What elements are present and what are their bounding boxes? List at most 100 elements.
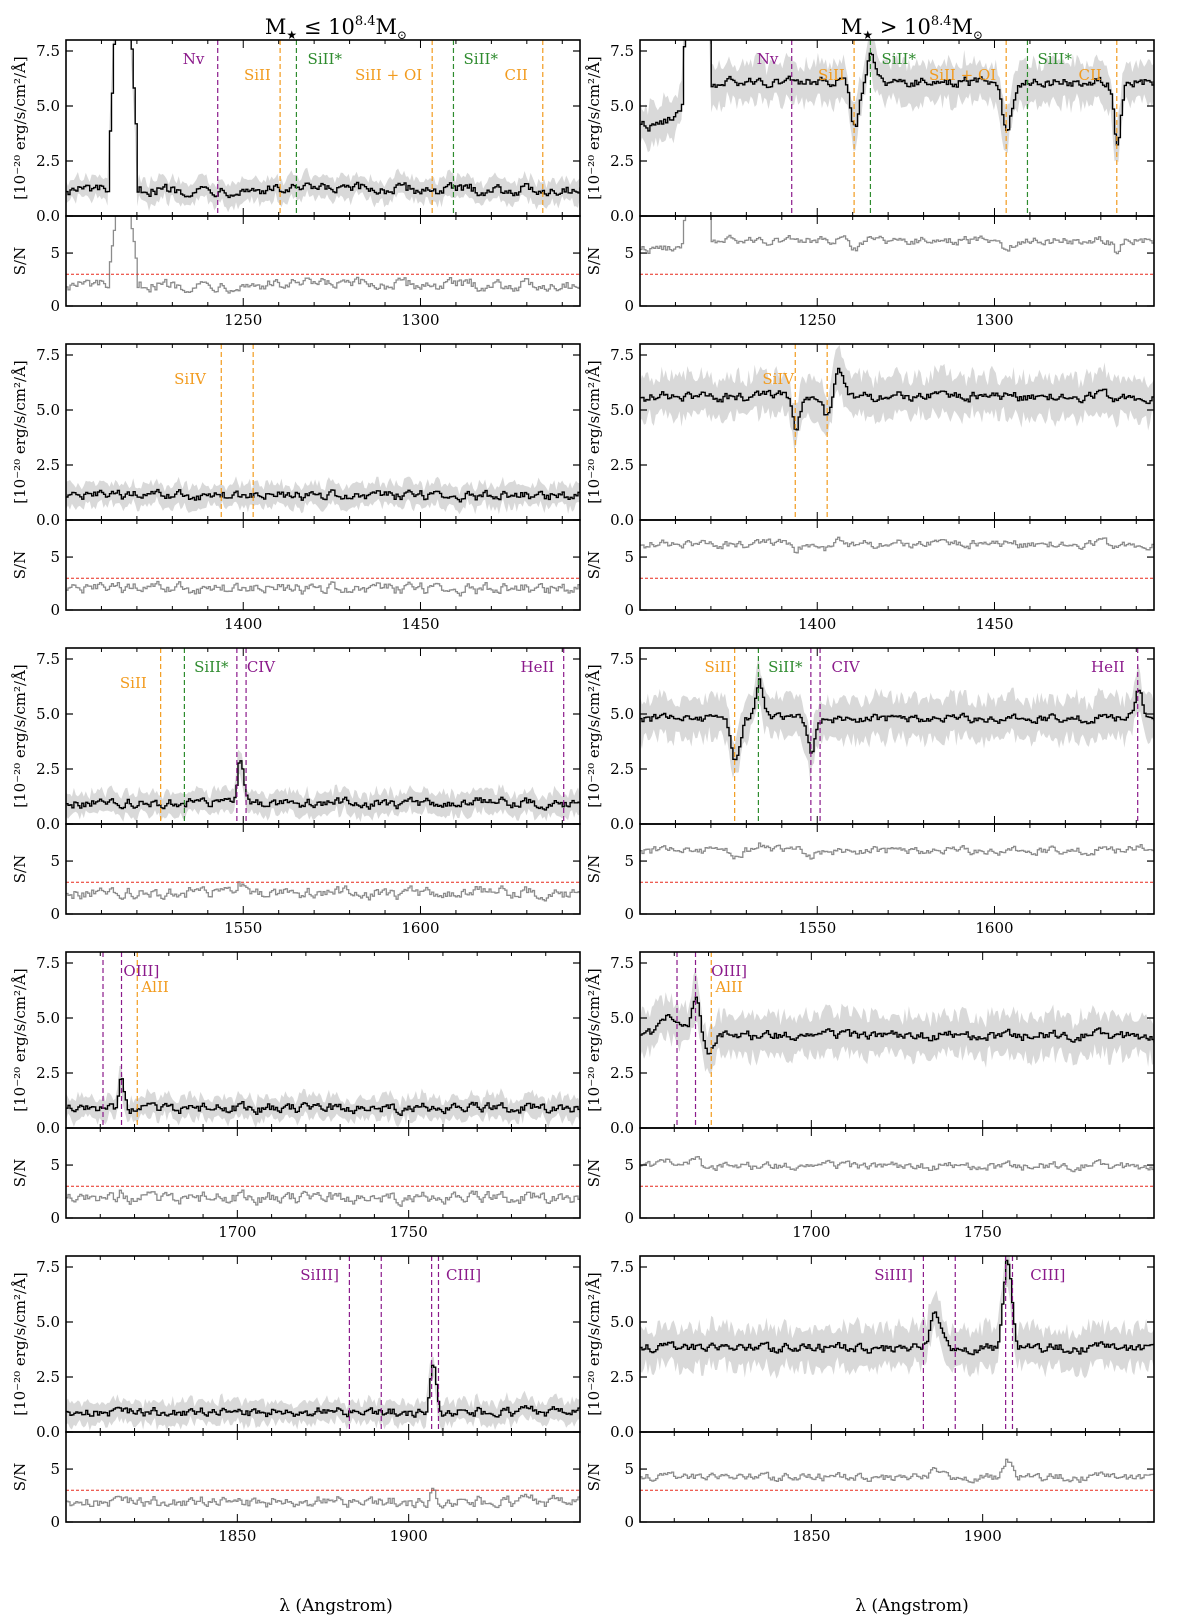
sn-ytick-label: 5 (624, 1156, 634, 1174)
flux-ytick-label: 0.0 (610, 207, 634, 225)
x-axis-label-left: λ (Angstrom) (279, 1596, 393, 1616)
sn-line (640, 842, 1154, 860)
spectral-line-label: AlII (714, 978, 743, 996)
flux-ytick-label: 5.0 (610, 1313, 634, 1331)
spectral-line-label: SiII (244, 66, 271, 84)
flux-ytick-label: 2.5 (610, 152, 634, 170)
flux-ytick-label: 2.5 (36, 1064, 60, 1082)
spectral-line-label: AlII (140, 978, 169, 996)
flux-error-band (640, 656, 1154, 780)
flux-ytick-label: 2.5 (610, 1368, 634, 1386)
x-tick-label: 1250 (224, 311, 262, 329)
spectrum-panel-high_mass-0: Nv SiII SiII* SiII + OI SiII* CII 0.0 2.5 5.0 7.5… (585, 39, 1155, 329)
flux-axis-label: [10⁻²⁰ erg/s/cm²/Å] (11, 1272, 29, 1415)
x-tick-label: 1400 (798, 615, 836, 633)
sn-axis-label: S/N (585, 1159, 603, 1187)
flux-ytick-label: 7.5 (36, 346, 60, 364)
x-axis-label-right: λ (Angstrom) (855, 1596, 969, 1616)
spectral-line-label: SiII (705, 658, 732, 676)
sn-ytick-label: 0 (50, 297, 60, 315)
x-tick-label: 1750 (964, 1223, 1002, 1241)
spectrum-panel-high_mass-2: SiII SiII* CIV HeII 0.0 2.5 5.0 7.5 0 5 1550 1600 [1… (585, 647, 1155, 937)
sn-ytick-label: 0 (50, 601, 60, 619)
spectrum-panel-low_mass-0: Nv SiII SiII* SiII + OI SiII* CII 0.0 2.5 5.0 7.5… (11, 39, 581, 329)
flux-error-band (66, 40, 580, 213)
flux-ytick-label: 7.5 (610, 954, 634, 972)
flux-axis-label: [10⁻²⁰ erg/s/cm²/Å] (585, 56, 603, 199)
flux-error-band (66, 1356, 580, 1432)
flux-axis-label: [10⁻²⁰ erg/s/cm²/Å] (11, 968, 29, 1111)
spectral-line-label: CIII] (446, 1266, 481, 1284)
flux-axis-label: [10⁻²⁰ erg/s/cm²/Å] (585, 968, 603, 1111)
flux-ytick-label: 2.5 (610, 760, 634, 778)
flux-ytick-label: 7.5 (610, 1258, 634, 1276)
flux-axis-label: [10⁻²⁰ erg/s/cm²/Å] (585, 664, 603, 807)
flux-ytick-label: 7.5 (610, 346, 634, 364)
flux-spectrum-line (640, 996, 1154, 1055)
sn-axes-frame (639, 1431, 1155, 1523)
flux-ytick-label: 7.5 (36, 954, 60, 972)
spectral-line-label: SiII* (768, 658, 803, 676)
flux-ytick-label: 5.0 (610, 97, 634, 115)
spectral-line-label: SiII + OI (929, 66, 996, 84)
x-tick-label: 1300 (401, 311, 439, 329)
sn-ytick-label: 0 (624, 1513, 634, 1531)
sn-ytick-label: 5 (624, 548, 634, 566)
sn-axes-frame (639, 823, 1155, 915)
x-tick-label: 1550 (798, 919, 836, 937)
flux-ytick-label: 0.0 (610, 511, 634, 529)
flux-ytick-label: 7.5 (610, 650, 634, 668)
sn-line (66, 1189, 580, 1207)
sn-axis-label: S/N (11, 1463, 29, 1491)
spectral-line-label: Nv (757, 50, 779, 68)
flux-ytick-label: 2.5 (36, 760, 60, 778)
sn-ytick-label: 0 (624, 601, 634, 619)
spectrum-panel-high_mass-4: SiIII] CIII] 0.0 2.5 5.0 7.5 0 5 1850 1900 [10⁻²⁰ … (585, 1255, 1155, 1545)
x-tick-label: 1450 (401, 615, 439, 633)
sn-axes-frame (65, 215, 581, 307)
spectral-line-label: SiIII] (874, 1266, 913, 1284)
flux-spectrum-line (66, 760, 580, 811)
spectral-line-label: OIII] (711, 962, 747, 980)
sn-axis-label: S/N (11, 551, 29, 579)
sn-line (66, 1487, 580, 1509)
flux-ytick-label: 0.0 (610, 815, 634, 833)
sn-line (640, 536, 1154, 554)
spectral-line-label: CIII] (1030, 1266, 1065, 1284)
flux-ytick-label: 2.5 (36, 456, 60, 474)
flux-ytick-label: 5.0 (610, 1009, 634, 1027)
flux-axis-label: [10⁻²⁰ erg/s/cm²/Å] (11, 360, 29, 503)
x-tick-label: 1700 (792, 1223, 830, 1241)
sn-line (66, 580, 580, 597)
flux-ytick-label: 0.0 (36, 207, 60, 225)
x-tick-label: 1400 (224, 615, 262, 633)
sn-axes-frame (639, 519, 1155, 611)
spectral-line-label: SiIV (174, 370, 207, 388)
spectral-line-label: CIV (831, 658, 860, 676)
x-tick-label: 1600 (975, 919, 1013, 937)
sn-axes-frame (65, 1431, 581, 1523)
flux-spectrum-line (66, 40, 580, 199)
sn-ytick-label: 0 (624, 1209, 634, 1227)
spectrum-panel-low_mass-1: SiIV 0.0 2.5 5.0 7.5 0 5 1400 1450 [10⁻²⁰ erg/s/c… (11, 343, 581, 633)
spectral-line-label: SiII + OI (355, 66, 422, 84)
flux-error-band (640, 970, 1154, 1074)
flux-ytick-label: 5.0 (36, 1009, 60, 1027)
sn-line (66, 216, 580, 294)
sn-ytick-label: 0 (624, 297, 634, 315)
flux-spectrum-line (640, 40, 1154, 146)
panel-grid: Nv SiII SiII* SiII + OI SiII* CII 0.0 2.5 5.0 7.5… (11, 39, 1155, 1545)
sn-axis-label: S/N (11, 855, 29, 883)
spectral-line-label: OIII] (123, 962, 159, 980)
x-tick-label: 1450 (975, 615, 1013, 633)
flux-spectrum-line (66, 488, 580, 503)
sn-line (640, 216, 1154, 255)
spectral-line-label: HeII (1091, 658, 1125, 676)
sn-axis-label: S/N (585, 551, 603, 579)
spectral-line-label: SiII (120, 674, 147, 692)
spectral-line-label: CIV (247, 658, 276, 676)
flux-ytick-label: 5.0 (610, 705, 634, 723)
flux-axis-label: [10⁻²⁰ erg/s/cm²/Å] (11, 664, 29, 807)
sn-axis-label: S/N (11, 247, 29, 275)
